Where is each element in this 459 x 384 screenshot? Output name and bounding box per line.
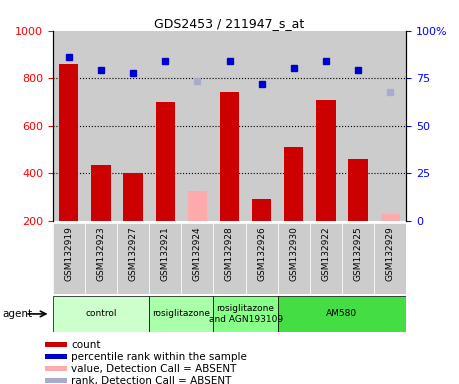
Bar xyxy=(149,223,181,294)
Bar xyxy=(246,31,278,221)
Bar xyxy=(278,223,310,294)
Bar xyxy=(252,199,271,221)
Text: percentile rank within the sample: percentile rank within the sample xyxy=(71,352,247,362)
Text: GSM132928: GSM132928 xyxy=(225,226,234,281)
Bar xyxy=(85,31,117,221)
Bar xyxy=(53,296,149,332)
Bar xyxy=(45,354,67,359)
Bar xyxy=(213,31,246,221)
Bar xyxy=(374,31,406,221)
Text: GSM132929: GSM132929 xyxy=(386,226,395,281)
Text: GSM132930: GSM132930 xyxy=(289,226,298,281)
Bar xyxy=(59,64,78,221)
Text: count: count xyxy=(71,339,101,350)
Text: GSM132919: GSM132919 xyxy=(64,226,73,281)
Bar xyxy=(149,31,181,221)
Text: agent: agent xyxy=(2,309,33,319)
Text: value, Detection Call = ABSENT: value, Detection Call = ABSENT xyxy=(71,364,236,374)
Bar xyxy=(85,223,117,294)
Bar xyxy=(117,31,149,221)
Text: GSM132923: GSM132923 xyxy=(96,226,106,281)
Bar xyxy=(91,165,111,221)
Bar xyxy=(342,223,374,294)
Bar xyxy=(278,31,310,221)
Bar xyxy=(53,223,85,294)
Bar xyxy=(246,223,278,294)
Bar xyxy=(45,378,67,383)
Text: control: control xyxy=(85,310,117,318)
Bar xyxy=(45,342,67,347)
Bar xyxy=(45,366,67,371)
Text: GSM132926: GSM132926 xyxy=(257,226,266,281)
Bar xyxy=(310,223,342,294)
Bar xyxy=(117,223,149,294)
Text: GSM132924: GSM132924 xyxy=(193,226,202,281)
Text: GSM132922: GSM132922 xyxy=(321,226,330,281)
Bar xyxy=(278,296,406,332)
Text: rosiglitazone
and AGN193109: rosiglitazone and AGN193109 xyxy=(208,304,283,324)
Text: AM580: AM580 xyxy=(326,310,358,318)
Bar xyxy=(316,99,336,221)
Bar xyxy=(220,93,239,221)
Title: GDS2453 / 211947_s_at: GDS2453 / 211947_s_at xyxy=(154,17,305,30)
Bar xyxy=(213,223,246,294)
Bar xyxy=(188,191,207,221)
Text: rosiglitazone: rosiglitazone xyxy=(152,310,210,318)
Text: GSM132927: GSM132927 xyxy=(129,226,138,281)
Bar xyxy=(310,31,342,221)
Bar xyxy=(284,147,303,221)
Text: GSM132921: GSM132921 xyxy=(161,226,170,281)
Bar xyxy=(123,173,143,221)
Bar xyxy=(348,159,368,221)
Bar xyxy=(213,296,278,332)
Bar xyxy=(342,31,374,221)
Bar xyxy=(381,214,400,221)
Bar xyxy=(181,31,213,221)
Text: rank, Detection Call = ABSENT: rank, Detection Call = ABSENT xyxy=(71,376,231,384)
Bar xyxy=(156,102,175,221)
Text: GSM132925: GSM132925 xyxy=(353,226,363,281)
Bar xyxy=(53,31,85,221)
Bar xyxy=(374,223,406,294)
Bar xyxy=(181,223,213,294)
Bar xyxy=(149,296,213,332)
